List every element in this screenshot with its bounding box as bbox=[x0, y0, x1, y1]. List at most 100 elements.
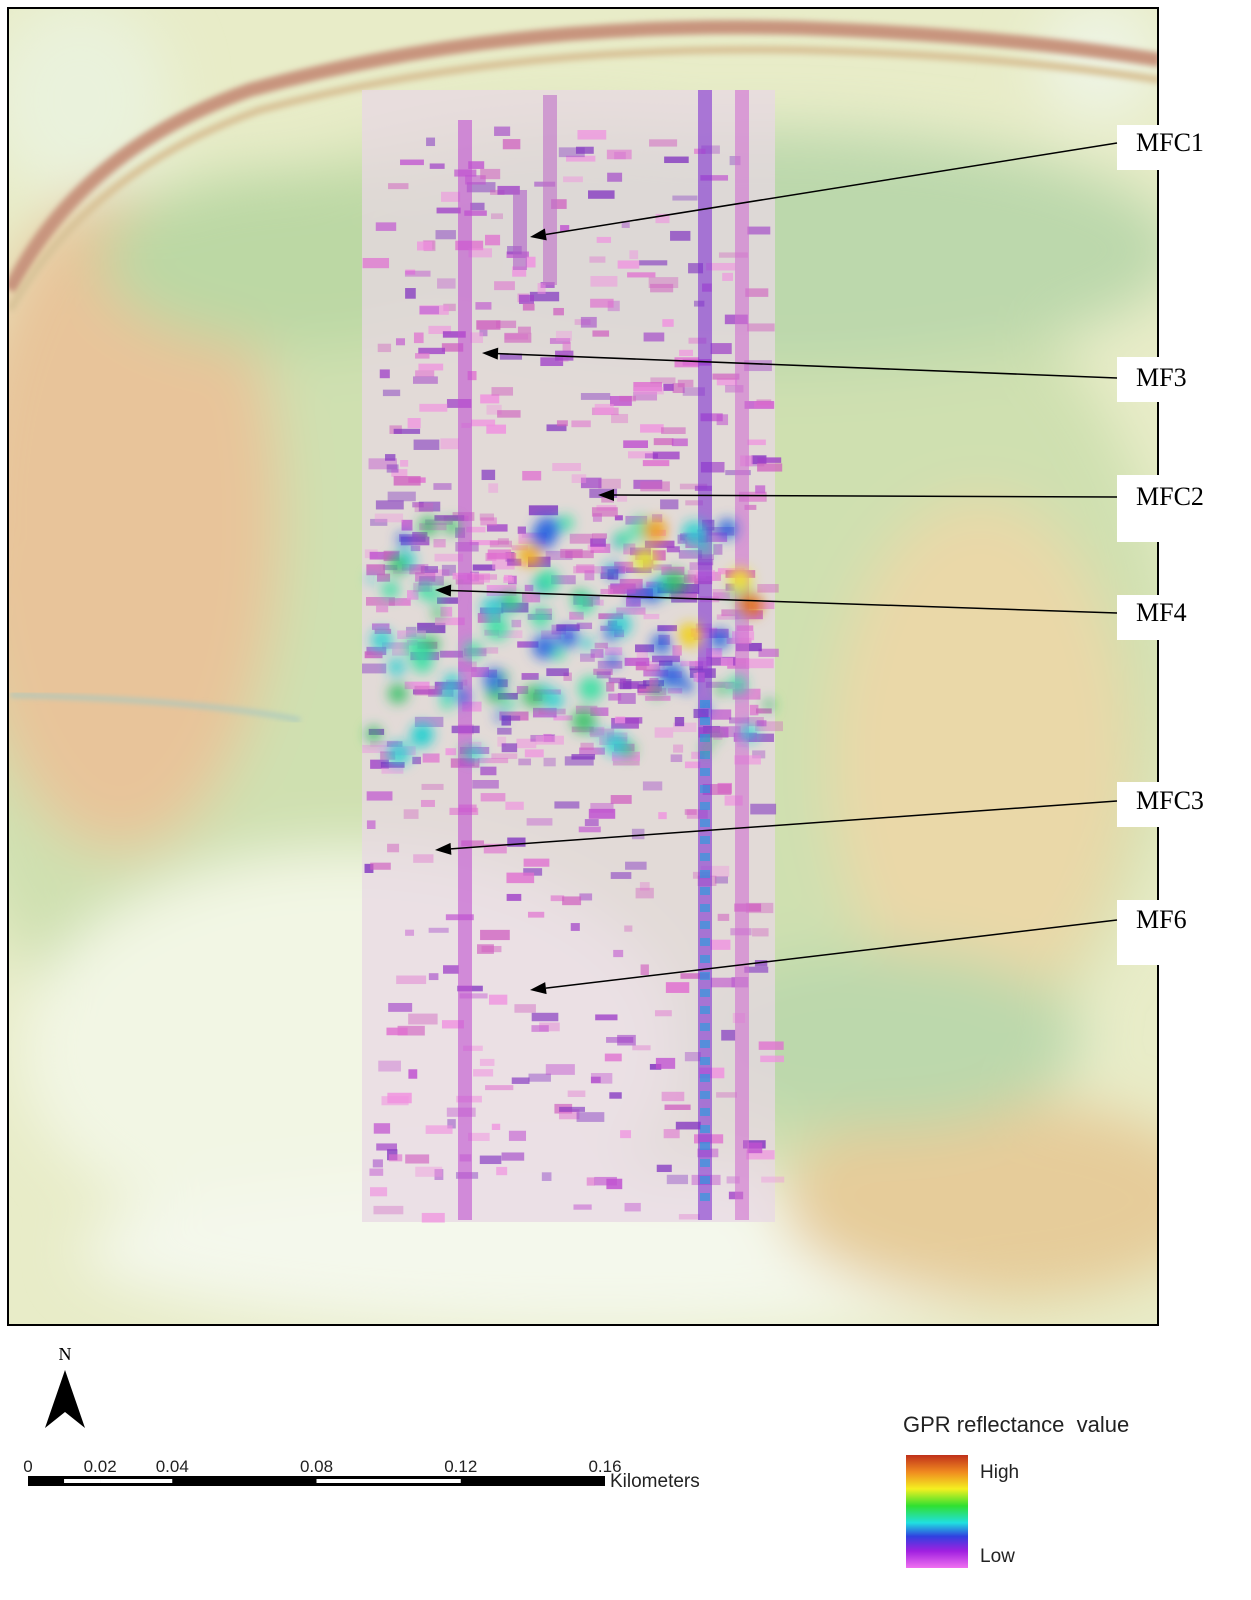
gpr-cell bbox=[423, 753, 440, 762]
gpr-cell bbox=[672, 645, 681, 655]
gpr-hotspot bbox=[456, 690, 469, 703]
gpr-cell bbox=[747, 323, 775, 331]
gpr-survey-overlay bbox=[362, 90, 784, 1223]
gpr-hotspot bbox=[367, 574, 375, 582]
gpr-cell bbox=[415, 1167, 442, 1177]
gpr-cell bbox=[470, 203, 484, 210]
gpr-cell bbox=[556, 331, 572, 341]
gpr-cell bbox=[662, 319, 673, 327]
gpr-cell bbox=[369, 1169, 383, 1176]
scale-bar-unit: Kilometers bbox=[610, 1471, 700, 1492]
gpr-hotspot bbox=[388, 684, 408, 704]
gpr-strip-dot bbox=[700, 955, 710, 963]
gpr-cell bbox=[518, 759, 531, 766]
gpr-cell bbox=[480, 930, 510, 940]
gpr-cell bbox=[498, 538, 509, 544]
gpr-cell bbox=[414, 440, 440, 450]
gpr-cell bbox=[544, 758, 556, 767]
gpr-cell bbox=[597, 237, 611, 243]
gpr-cell bbox=[710, 940, 730, 950]
gpr-hotspot bbox=[518, 543, 542, 567]
north-arrow: N bbox=[45, 1344, 85, 1428]
gpr-cell bbox=[711, 978, 735, 988]
gpr-hotspot bbox=[593, 728, 602, 737]
gpr-strip-dot bbox=[700, 819, 710, 827]
gpr-cell bbox=[643, 460, 669, 466]
gpr-cell bbox=[426, 1125, 453, 1134]
gpr-cell bbox=[667, 1175, 688, 1184]
gpr-cell bbox=[679, 350, 693, 356]
annotation-label: MF6 bbox=[1136, 905, 1187, 934]
gpr-cell bbox=[589, 256, 605, 262]
gpr-cell bbox=[640, 424, 664, 432]
gpr-cell bbox=[757, 584, 778, 593]
gpr-cell bbox=[408, 1014, 437, 1025]
gpr-cell bbox=[506, 873, 534, 884]
gpr-cell bbox=[485, 1085, 513, 1090]
gpr-cell bbox=[589, 809, 615, 819]
gpr-cell bbox=[480, 1156, 502, 1164]
legend-high: High bbox=[980, 1462, 1019, 1483]
gpr-hotspot bbox=[678, 623, 702, 647]
gpr-cell bbox=[675, 717, 684, 726]
gpr-cell bbox=[473, 1069, 493, 1076]
gpr-cell bbox=[760, 1056, 784, 1063]
gpr-cell bbox=[411, 546, 420, 551]
annotation-label: MFC2 bbox=[1136, 482, 1204, 511]
gpr-cell bbox=[673, 745, 683, 753]
gpr-cell bbox=[664, 1129, 680, 1138]
gpr-cell bbox=[759, 1041, 784, 1049]
gpr-hotspot bbox=[651, 634, 671, 654]
gpr-cell bbox=[422, 1213, 445, 1223]
legend: GPR reflectance value High Low bbox=[903, 1412, 1129, 1568]
scale-bar-tick-label: 0.08 bbox=[300, 1457, 333, 1476]
gpr-cell bbox=[362, 664, 386, 674]
scale-bar-subsegment bbox=[64, 1479, 100, 1483]
gpr-cell bbox=[421, 800, 435, 807]
gpr-cell bbox=[747, 227, 770, 235]
gpr-cell bbox=[475, 302, 491, 310]
gpr-cell bbox=[367, 791, 393, 800]
gpr-cell bbox=[588, 190, 615, 198]
gpr-cell bbox=[445, 748, 456, 755]
gpr-cell bbox=[502, 743, 517, 752]
gpr-cell bbox=[473, 564, 496, 570]
gpr-strip-dot bbox=[700, 836, 710, 844]
gpr-cell bbox=[581, 317, 597, 328]
gpr-hotspot bbox=[423, 636, 440, 653]
gpr-cell bbox=[747, 1143, 762, 1154]
gpr-cell bbox=[606, 682, 614, 691]
gpr-cell bbox=[609, 1092, 621, 1098]
gpr-cell bbox=[375, 514, 403, 523]
gpr-cell bbox=[512, 620, 522, 627]
gpr-cell bbox=[757, 457, 781, 462]
gpr-cell bbox=[522, 471, 541, 481]
gpr-cell bbox=[568, 1090, 586, 1096]
gpr-hotspot bbox=[530, 607, 550, 627]
gpr-cell bbox=[527, 818, 553, 825]
gpr-hotspot bbox=[710, 629, 730, 649]
gpr-cell bbox=[365, 651, 383, 658]
gpr-cell bbox=[597, 671, 611, 678]
gpr-strip-dot bbox=[700, 972, 710, 980]
gpr-cell bbox=[605, 1054, 622, 1062]
gpr-cell bbox=[433, 483, 451, 490]
gpr-cell bbox=[755, 485, 765, 493]
gpr-cell bbox=[476, 320, 500, 329]
gpr-cell bbox=[554, 801, 579, 808]
annotation-label: MF3 bbox=[1136, 363, 1187, 392]
gpr-strip-dot bbox=[700, 921, 710, 929]
gpr-hotspot bbox=[740, 724, 758, 742]
gpr-strip-dot bbox=[700, 989, 710, 997]
gpr-cell bbox=[576, 147, 594, 154]
annotation-label: MF4 bbox=[1136, 598, 1187, 627]
gpr-cell bbox=[577, 130, 606, 140]
gpr-cell bbox=[373, 1159, 383, 1167]
gpr-cell bbox=[370, 1187, 387, 1196]
gpr-cell bbox=[721, 1030, 735, 1041]
gpr-cell bbox=[396, 976, 426, 985]
gpr-hotspot bbox=[643, 518, 667, 542]
gpr-hotspot bbox=[717, 519, 737, 539]
gpr-strip-dot bbox=[700, 1006, 710, 1014]
gpr-cell bbox=[470, 332, 483, 343]
